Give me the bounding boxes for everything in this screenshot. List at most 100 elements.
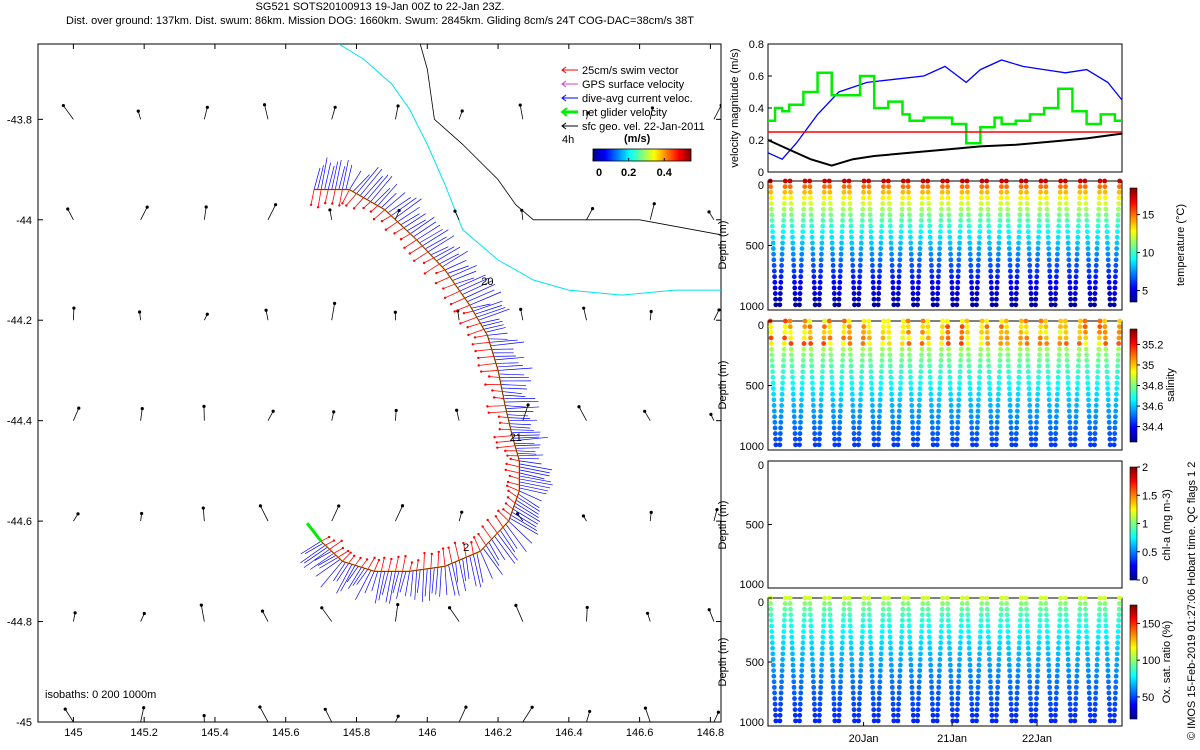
profile-dot — [917, 386, 923, 391]
profile-dot — [986, 223, 992, 229]
profile-dot — [916, 414, 922, 420]
geo-velocity-arrow — [64, 708, 74, 722]
profile-dot — [770, 374, 776, 380]
profile-dot — [965, 189, 970, 195]
profile-dot — [1045, 651, 1051, 657]
geo-velocity-arrow — [324, 709, 333, 722]
profile-dot — [897, 679, 902, 685]
profile-dot — [1107, 718, 1113, 724]
profile-dot — [856, 296, 862, 302]
profile-dot — [918, 645, 924, 651]
swim-vector — [495, 516, 504, 528]
profile-dot — [1106, 690, 1112, 696]
profile-dot — [780, 645, 786, 651]
profile-dot — [1096, 617, 1102, 623]
profile-dot — [771, 403, 777, 408]
profile-dot — [778, 274, 784, 280]
profile-dot — [965, 341, 971, 346]
swim-vector — [363, 201, 371, 209]
profile-dot — [1055, 651, 1061, 657]
profile-dot — [974, 285, 980, 291]
profile-dot — [920, 329, 925, 335]
profile-dot — [856, 718, 861, 724]
profile-dot — [837, 274, 843, 280]
profile-dot — [830, 391, 835, 397]
profile-dot — [989, 296, 995, 302]
profile-dot — [1074, 403, 1079, 408]
profile-dot — [976, 668, 982, 674]
profile-dot — [830, 397, 836, 403]
profile-dot — [976, 251, 982, 257]
profile-dot — [1014, 414, 1020, 420]
profile-dot — [895, 442, 901, 448]
geo-arrow-head — [199, 603, 203, 607]
profile-dot — [871, 718, 877, 724]
profile-dot — [801, 352, 806, 358]
profile-dot — [1116, 341, 1122, 346]
dive-avg-current-vector — [498, 367, 533, 371]
profile-dot — [1076, 623, 1082, 629]
profile-dot — [1112, 291, 1118, 296]
profile-dot — [876, 419, 882, 425]
geo-arrow-head — [719, 103, 721, 107]
profile-dot — [1036, 640, 1042, 646]
swim-vector-head — [504, 468, 507, 472]
profile-dot — [837, 408, 843, 414]
profile-dot — [909, 268, 915, 274]
profile-dot — [890, 274, 895, 280]
profile-dot — [1093, 690, 1099, 696]
profile-dot — [868, 358, 873, 363]
profile-dot — [986, 634, 991, 640]
profile-dot — [793, 442, 798, 448]
profile-dot — [897, 391, 903, 397]
profile-dot — [1093, 419, 1098, 425]
geo-arrow-head — [140, 511, 144, 516]
profile-dot — [889, 397, 895, 403]
profile-dot — [791, 679, 797, 685]
profile-dot — [777, 302, 783, 308]
profile-dot — [889, 263, 895, 268]
profile-dot — [812, 707, 818, 713]
profile-dot — [1007, 391, 1012, 397]
profile-dot — [1036, 358, 1042, 363]
profile-dot — [955, 279, 961, 285]
profile-dot — [1007, 251, 1012, 257]
profile-dot — [832, 718, 838, 724]
profile-dot — [1036, 218, 1042, 223]
profile-dot — [987, 662, 993, 668]
dive-avg-current-vector — [403, 213, 426, 229]
profile-dot — [1034, 690, 1040, 696]
profile-dot — [920, 595, 926, 601]
profile-dot — [1053, 296, 1058, 302]
dive-avg-current-vector — [500, 384, 526, 386]
profile-dot — [1037, 335, 1043, 341]
profile-dot — [797, 712, 803, 718]
profile-dot — [1077, 329, 1083, 335]
profile-dot — [1018, 184, 1024, 190]
profile-dot — [779, 246, 785, 251]
profile-dot — [886, 195, 892, 201]
profile-dot — [867, 341, 873, 346]
profile-dot — [974, 302, 979, 308]
profile-dot — [956, 403, 961, 408]
profile-dot — [867, 623, 873, 629]
swim-vector-head — [331, 202, 334, 205]
profile-dot — [809, 223, 815, 229]
geo-arrow-head — [258, 504, 262, 508]
profile-dot — [988, 414, 994, 420]
profile-dot — [957, 645, 963, 651]
profile-dot — [976, 240, 982, 246]
profile-dot — [1016, 229, 1022, 235]
geo-velocity-arrow — [262, 610, 269, 622]
profile-dot — [769, 352, 775, 358]
profile-dot — [908, 662, 914, 668]
profile-dot — [886, 184, 891, 190]
profile-dot — [1053, 279, 1059, 285]
profile-dot — [812, 442, 818, 448]
profile-dot — [797, 425, 803, 431]
profile-dot — [935, 425, 941, 431]
profile-dot — [956, 397, 962, 403]
profile-dot — [1014, 684, 1020, 690]
profile-dot — [1037, 201, 1043, 206]
swim-vector — [346, 193, 357, 206]
